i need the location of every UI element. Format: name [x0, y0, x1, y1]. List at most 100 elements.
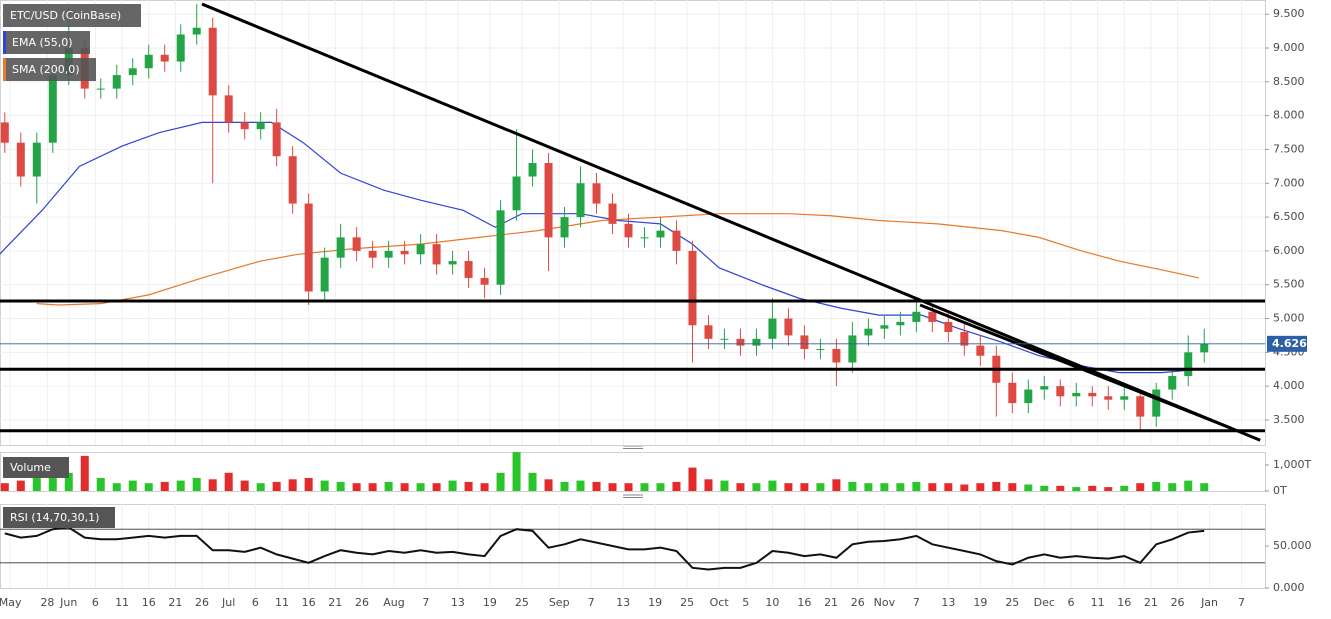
volume-bar	[976, 483, 985, 491]
candle-body	[352, 237, 361, 251]
volume-bar	[720, 480, 729, 491]
trend-line	[919, 303, 1232, 430]
volume-bar	[608, 483, 617, 491]
volume-bar	[336, 481, 345, 491]
candle-body	[464, 261, 473, 278]
candle-body	[592, 183, 601, 204]
x-tick-label: 13	[941, 596, 955, 609]
volume-bar	[896, 483, 905, 491]
candle-body	[384, 250, 393, 258]
candle-body	[560, 217, 569, 238]
x-tick-label: 6	[252, 596, 259, 609]
legend-box	[3, 31, 90, 54]
volume-bar	[576, 480, 585, 491]
volume-bar	[1072, 487, 1081, 491]
candle-body	[848, 335, 857, 363]
volume-bar	[640, 483, 649, 491]
candle-body	[736, 338, 745, 346]
candle-body	[544, 162, 553, 238]
volume-bar	[592, 481, 601, 491]
candle-body	[640, 237, 649, 239]
panel-frame	[0, 0, 1266, 446]
panel-label: Volume	[10, 461, 51, 474]
candle-body	[96, 88, 105, 90]
candle-body	[208, 27, 217, 96]
volume-bar	[16, 480, 25, 491]
volume-bar	[992, 481, 1001, 491]
volume-bar	[304, 478, 313, 491]
candle-body	[1088, 392, 1097, 397]
candle-body	[400, 250, 409, 255]
candle-body	[480, 277, 489, 285]
candle-body	[656, 230, 665, 238]
panel-label-box	[3, 507, 115, 528]
candle-body	[800, 335, 809, 349]
y-tick-label: 7.000	[1273, 176, 1305, 189]
x-tick-label: 11	[115, 596, 129, 609]
candle-body	[944, 321, 953, 333]
volume-bar	[96, 478, 105, 491]
volume-bar	[208, 479, 217, 491]
candle-body	[896, 321, 905, 326]
volume-bar	[1120, 485, 1129, 491]
legend-swatch	[3, 31, 6, 54]
x-tick-label: Aug	[383, 596, 404, 609]
x-tick-label: 19	[648, 596, 662, 609]
volume-bar	[80, 455, 89, 491]
candle-body	[1040, 386, 1049, 390]
volume-bar	[800, 483, 809, 491]
volume-bar	[288, 479, 297, 491]
volume-bar	[672, 481, 681, 491]
volume-bar	[64, 472, 73, 491]
candle-body	[272, 122, 281, 157]
volume-bar	[1024, 484, 1033, 491]
y-tick-label: 1,000T	[1273, 458, 1311, 471]
last-price-box	[1267, 335, 1307, 352]
candle-body	[704, 325, 713, 339]
candle-body	[192, 27, 201, 35]
legend-box	[3, 58, 96, 81]
x-tick-label: Dec	[1034, 596, 1055, 609]
volume-bar	[352, 483, 361, 491]
volume-bar	[1136, 483, 1145, 491]
candle-body	[144, 54, 153, 69]
trend-line	[201, 2, 1261, 442]
x-tick-label: 28	[40, 596, 54, 609]
candle-body	[304, 203, 313, 292]
volume-bar	[464, 481, 473, 491]
volume-bar	[944, 483, 953, 491]
x-tick-label: 19	[483, 596, 497, 609]
x-tick-label: Nov	[874, 596, 896, 609]
last-price-label: 4.626	[1272, 337, 1307, 350]
volume-bar	[320, 480, 329, 491]
legend-label: EMA (55,0)	[12, 36, 73, 49]
x-tick-label: 5	[742, 596, 749, 609]
volume-bar	[400, 483, 409, 491]
rsi-line	[4, 526, 1205, 571]
legend-label: SMA (200,0)	[12, 63, 80, 76]
candle-body	[752, 338, 761, 346]
candle-body	[768, 318, 777, 339]
volume-bar	[1152, 481, 1161, 491]
volume-bar	[1088, 485, 1097, 491]
candle-body	[608, 203, 617, 224]
price-plot	[0, 2, 1265, 442]
candle-body	[448, 261, 457, 265]
candle-body	[720, 338, 729, 340]
volume-bar	[752, 483, 761, 491]
volume-bar	[704, 479, 713, 491]
y-tick-label: 0.000	[1273, 581, 1305, 594]
y-tick-label: 7.500	[1273, 142, 1305, 155]
volume-bar	[656, 483, 665, 491]
candle-body	[784, 318, 793, 336]
volume-bar	[240, 480, 249, 491]
volume-bar	[160, 481, 169, 491]
candle-body	[624, 223, 633, 238]
candle-body	[48, 75, 57, 143]
x-tick-label: 25	[1005, 596, 1019, 609]
volume-bar	[128, 480, 137, 491]
candle-body	[256, 122, 265, 130]
volume-bar	[512, 452, 521, 491]
